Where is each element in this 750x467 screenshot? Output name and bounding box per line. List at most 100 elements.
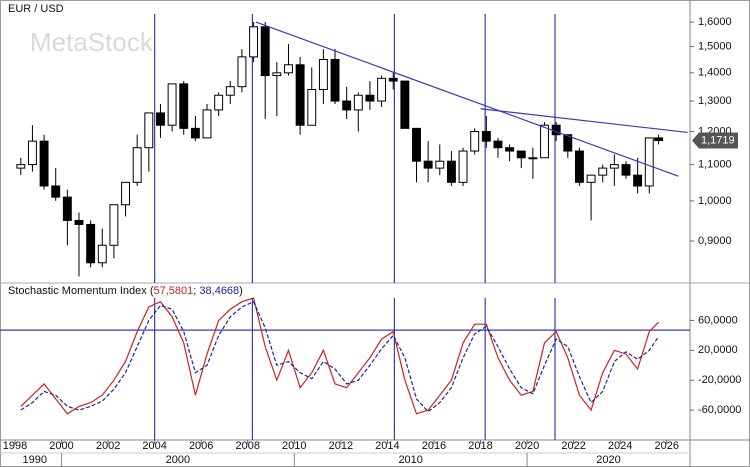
trendline <box>480 108 688 134</box>
candle-body <box>598 167 608 176</box>
x-tick-label: 2016 <box>422 440 446 452</box>
candle-body <box>377 77 387 102</box>
candle-body <box>609 164 619 169</box>
candle-body <box>74 219 84 225</box>
candle-body <box>412 127 421 162</box>
candle-body <box>516 150 526 159</box>
x-tick-label: 2026 <box>654 440 678 452</box>
candle-body <box>214 94 224 111</box>
candle-body <box>528 157 538 160</box>
candle-body <box>202 109 212 139</box>
candle-body <box>458 150 468 183</box>
candle-body <box>167 83 177 126</box>
decade-label: 1990 <box>23 454 47 466</box>
trendline <box>255 21 679 177</box>
x-tick-label: 2024 <box>608 440 632 452</box>
candle-body <box>644 137 654 187</box>
candle-body <box>225 86 235 96</box>
candle-body <box>481 131 491 142</box>
candle-body <box>654 137 664 142</box>
candle-body <box>190 127 200 139</box>
y-tick-label: 60,0000 <box>698 314 738 326</box>
y-tick-label: -20,0000 <box>698 374 741 386</box>
x-tick-label: 2018 <box>468 440 492 452</box>
candle-body <box>272 72 282 77</box>
watermark: MetaStock <box>30 27 154 57</box>
candle-body <box>330 58 340 102</box>
candle-body <box>132 147 142 183</box>
x-tick-label: 2000 <box>49 440 73 452</box>
candle-body <box>237 56 247 88</box>
candle-body <box>365 94 375 102</box>
y-tick-label: 1,6000 <box>698 16 732 28</box>
y-tick-label: -60,0000 <box>698 404 741 416</box>
y-tick-label: 1,5000 <box>698 40 732 52</box>
candle-body <box>284 64 293 74</box>
x-tick-label: 2002 <box>96 440 120 452</box>
y-tick-label: 1,1000 <box>698 159 732 171</box>
candle-body <box>179 83 189 129</box>
candle-body <box>86 223 96 264</box>
x-tick-label: 2008 <box>236 440 260 452</box>
candle-body <box>121 181 131 206</box>
indicator-title-part: ) <box>239 285 243 297</box>
y-tick-label: 1,3000 <box>698 95 732 107</box>
decade-label: 2020 <box>596 454 620 466</box>
candle-body <box>633 174 643 187</box>
candle-body <box>353 94 363 111</box>
candle-body <box>318 58 328 91</box>
candle-body <box>16 164 26 169</box>
candle-body <box>563 134 573 152</box>
x-tick-label: 2012 <box>329 440 353 452</box>
last-price-box <box>692 132 738 149</box>
candle-body <box>295 64 305 126</box>
candle-body <box>109 204 119 246</box>
candle-body <box>39 140 49 187</box>
indicator-title-part: ; <box>193 285 199 297</box>
candle-body <box>423 160 433 169</box>
indicator-title: Stochastic Momentum Index (57,5801; 38,4… <box>8 285 243 297</box>
x-tick-label: 2020 <box>515 440 539 452</box>
candle-body <box>249 26 259 58</box>
y-tick-label: 0,9000 <box>698 235 732 247</box>
indicator-title-part: Stochastic Momentum Index ( <box>8 285 154 297</box>
decade-label: 2010 <box>398 454 422 466</box>
y-tick-label: 1,0000 <box>698 195 732 207</box>
indicator-line <box>20 297 660 415</box>
candle-body <box>493 140 503 149</box>
candle-body <box>400 80 410 129</box>
candle-body <box>505 147 515 152</box>
x-tick-label: 2006 <box>189 440 213 452</box>
x-tick-label: 2004 <box>142 440 166 452</box>
candle-body <box>260 26 270 77</box>
candle-body <box>446 160 456 183</box>
candle-body <box>144 112 154 149</box>
candle-body <box>388 77 398 82</box>
x-tick-label: 2022 <box>561 440 585 452</box>
candle-body <box>156 112 165 126</box>
candle-body <box>470 131 480 152</box>
candle-body <box>435 160 445 169</box>
x-tick-label: 2014 <box>375 440 399 452</box>
indicator-title-part: 38,4668 <box>199 285 239 297</box>
decade-label: 2000 <box>166 454 190 466</box>
candle-body <box>621 164 631 176</box>
y-tick-label: 1,4000 <box>698 67 732 79</box>
chart-title: EUR / USD <box>8 3 64 15</box>
x-tick-label: 2010 <box>282 440 306 452</box>
candle-body <box>551 124 561 136</box>
x-tick-label: 1998 <box>3 440 27 452</box>
candle-body <box>51 185 61 198</box>
indicator-title-part: 57,5801 <box>154 285 194 297</box>
candle-body <box>62 196 72 221</box>
last-price-label: 1,1719 <box>701 134 735 146</box>
candle-body <box>97 244 107 264</box>
candle-body <box>574 150 584 183</box>
candle-body <box>586 174 596 183</box>
candle-body <box>27 140 37 166</box>
y-tick-label: 20,0000 <box>698 344 738 356</box>
indicator-line <box>20 300 660 413</box>
